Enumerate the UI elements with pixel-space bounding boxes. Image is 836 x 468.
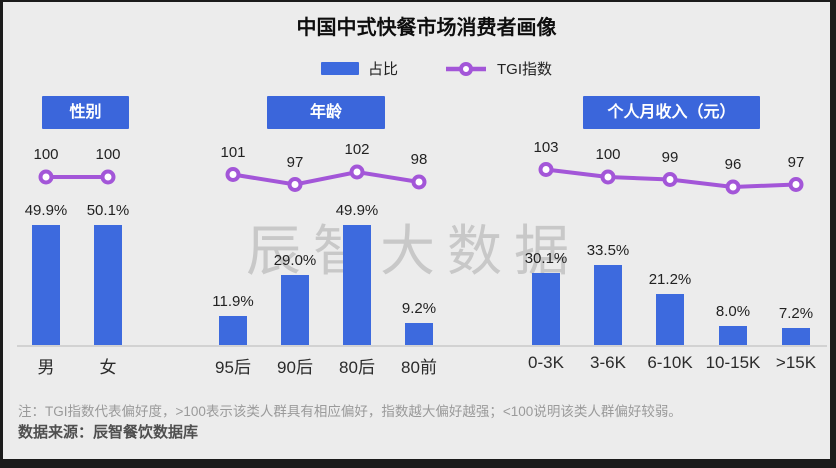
chart-section-0: 性别 100 49.9% 男 100 50.1% 女 — [18, 2, 194, 459]
tgi-line — [38, 169, 116, 185]
category-label: 80前 — [401, 358, 437, 377]
legend: 占比 TGI指数 — [23, 58, 830, 79]
section-header: 年龄 — [267, 96, 385, 129]
tgi-value-label: 99 — [661, 149, 679, 166]
category-label: 0-3K — [528, 353, 564, 372]
bar — [656, 294, 684, 345]
tgi-line — [538, 162, 804, 195]
tgi-value-label: 103 — [533, 139, 559, 156]
watermark: 辰智大数据 — [246, 220, 582, 282]
bar-value-label: 30.1% — [524, 250, 568, 267]
category-label: 女 — [99, 358, 117, 377]
category-label: 95后 — [215, 358, 251, 377]
bar-value-label: 50.1% — [86, 202, 130, 219]
bar-value-label: 9.2% — [401, 300, 437, 317]
tgi-value-label: 100 — [595, 146, 621, 163]
bar — [719, 326, 747, 345]
tgi-marker-icon — [600, 169, 616, 185]
legend-item-share: 占比 — [320, 58, 398, 79]
bar-value-label: 11.9% — [212, 293, 254, 310]
bar-value-label: 7.2% — [778, 305, 814, 322]
category-label: 男 — [37, 358, 55, 377]
tgi-note: 注：TGI指数代表偏好度，>100表示该类人群具有相应偏好，指数越大偏好越强；<… — [18, 404, 682, 419]
category-label: 80后 — [339, 358, 375, 377]
bar-value-label: 8.0% — [715, 303, 751, 320]
tgi-legend-line-icon — [444, 61, 488, 77]
tgi-value-label: 98 — [410, 151, 428, 168]
bar-value-label: 49.9% — [24, 202, 68, 219]
tgi-marker-icon — [411, 174, 427, 190]
tgi-value-label: 97 — [286, 154, 304, 171]
tgi-value-label: 101 — [220, 144, 246, 161]
tgi-value-label: 97 — [787, 154, 805, 171]
tgi-marker-icon — [662, 172, 678, 187]
category-label: 90后 — [277, 358, 313, 377]
tgi-marker-icon — [349, 164, 365, 180]
bar-value-label: 21.2% — [648, 271, 692, 288]
chart-section-1: 年龄 101 11.9% 95后 97 29.0% 90后 102 49.9% 80后 98 9.2%… — [203, 2, 485, 459]
tgi-marker-icon — [725, 179, 741, 195]
bar — [32, 225, 60, 345]
data-source: 数据来源：辰智餐饮数据库 — [18, 424, 199, 441]
category-label: 10-15K — [705, 353, 761, 372]
tgi-value-label: 102 — [344, 141, 370, 158]
x-axis-line — [17, 345, 827, 347]
tgi-value-label: 100 — [95, 146, 121, 163]
bar — [343, 225, 371, 345]
tgi-marker-icon — [538, 162, 554, 177]
bar — [219, 316, 247, 345]
tgi-line — [225, 164, 427, 192]
bar — [532, 273, 560, 345]
bar-value-label: 29.0% — [273, 252, 317, 269]
tgi-value-label: 96 — [724, 156, 742, 173]
tgi-marker-icon — [287, 177, 303, 192]
bar — [594, 265, 622, 345]
bar — [782, 328, 810, 345]
tgi-marker-icon — [38, 169, 54, 185]
page-title: 中国中式快餐市场消费者画像 — [296, 17, 557, 39]
bar — [405, 323, 433, 345]
bar-legend-label: 占比 — [367, 61, 398, 78]
category-label: 3-6K — [590, 353, 626, 372]
category-label: 6-10K — [647, 353, 693, 372]
bar-value-label: 49.9% — [335, 202, 379, 219]
bar-legend-swatch-icon — [320, 62, 359, 75]
bar — [281, 275, 309, 345]
legend-item-tgi: TGI指数 — [444, 58, 552, 79]
tgi-value-label: 100 — [33, 146, 59, 163]
section-header: 性别 — [42, 96, 129, 129]
tgi-marker-icon — [100, 169, 116, 185]
chart-section-2: 个人月收入（元） 103 30.1% 0-3K 100 33.5% 3-6K 99 21.2% 6… — [516, 2, 828, 459]
tgi-marker-icon — [788, 177, 804, 192]
tgi-marker-icon — [225, 167, 241, 182]
section-header: 个人月收入（元） — [583, 96, 760, 129]
category-label: >15K — [775, 353, 817, 372]
bar-value-label: 33.5% — [586, 242, 630, 259]
bar — [94, 225, 122, 345]
tgi-legend-label: TGI指数 — [497, 61, 552, 78]
